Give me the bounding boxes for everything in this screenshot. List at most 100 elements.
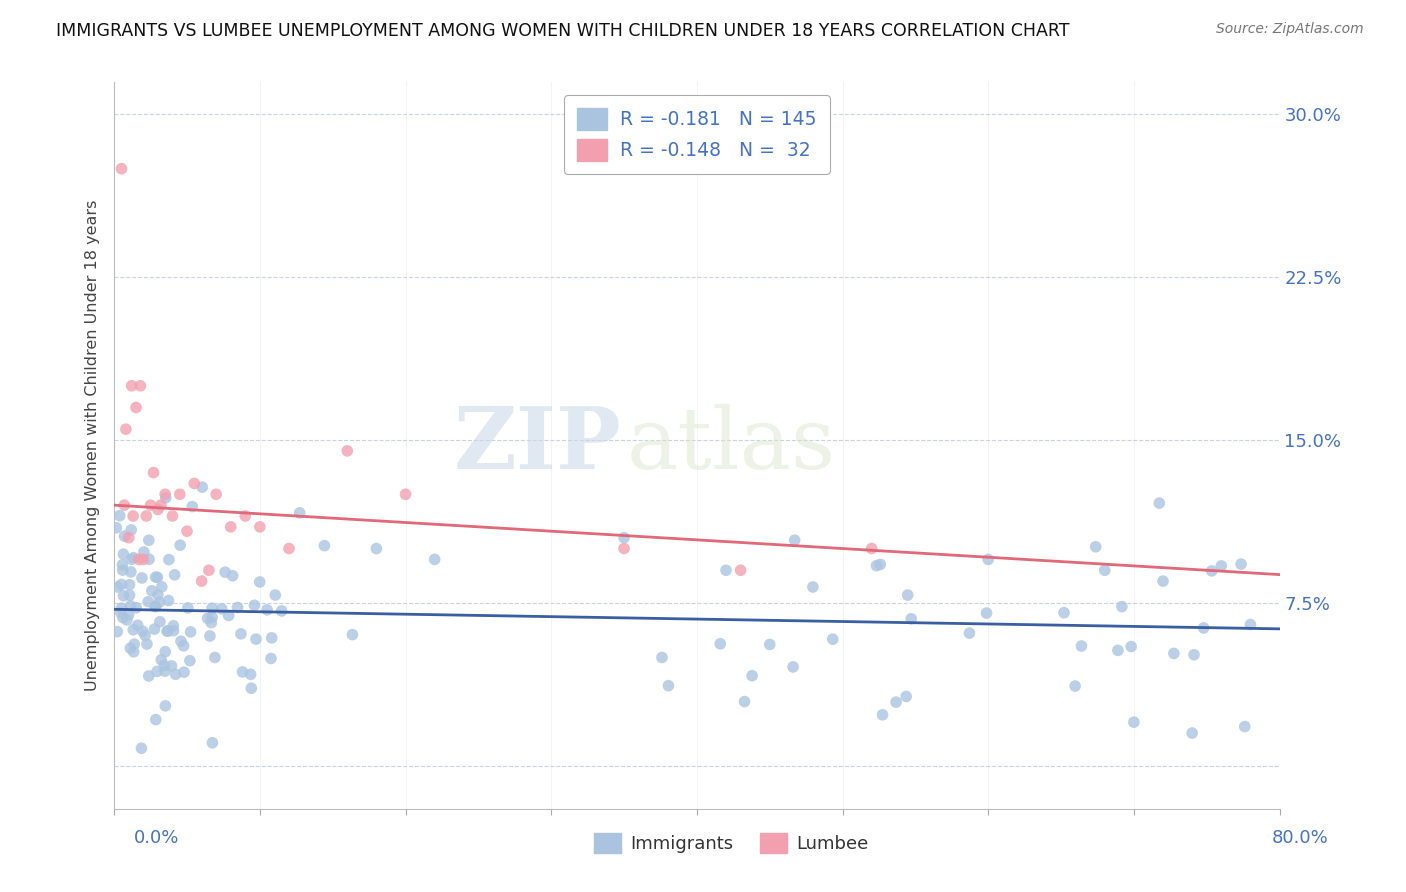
Point: [730, 563, 752, 577]
Point: [288, 506, 311, 520]
Point: [239, 667, 262, 681]
Point: [108, 508, 131, 523]
Point: [336, 443, 359, 458]
Text: ZIP: ZIP: [453, 403, 621, 487]
Point: [1121, 640, 1143, 654]
Point: [314, 539, 336, 553]
Point: [120, 641, 142, 656]
Text: Source: ZipAtlas.com: Source: ZipAtlas.com: [1216, 22, 1364, 37]
Point: [1230, 557, 1253, 571]
Point: [240, 681, 263, 696]
Point: [1053, 606, 1076, 620]
Point: [977, 552, 1000, 566]
Point: [1094, 563, 1116, 577]
Point: [138, 669, 160, 683]
Point: [256, 603, 278, 617]
Point: [183, 476, 205, 491]
Text: 0.0%: 0.0%: [134, 829, 179, 847]
Point: [201, 736, 224, 750]
Point: [107, 580, 129, 594]
Point: [1201, 564, 1223, 578]
Point: [900, 612, 922, 626]
Point: [110, 606, 132, 620]
Point: [120, 552, 142, 566]
Point: [342, 627, 364, 641]
Point: [110, 601, 132, 615]
Point: [127, 618, 149, 632]
Point: [153, 658, 176, 673]
Point: [180, 624, 202, 639]
Point: [165, 667, 187, 681]
Point: [129, 378, 152, 392]
Point: [1211, 558, 1233, 573]
Point: [138, 552, 160, 566]
Point: [714, 563, 737, 577]
Point: [115, 613, 138, 627]
Point: [150, 653, 173, 667]
Point: [155, 645, 177, 659]
Point: [111, 563, 134, 577]
Point: [270, 604, 292, 618]
Point: [142, 466, 165, 480]
Point: [112, 610, 135, 624]
Point: [651, 650, 673, 665]
Point: [155, 491, 177, 505]
Point: [366, 541, 388, 556]
Point: [200, 615, 222, 630]
Point: [1239, 617, 1261, 632]
Point: [1064, 679, 1087, 693]
Point: [1181, 726, 1204, 740]
Point: [138, 533, 160, 548]
Point: [783, 533, 806, 548]
Point: [613, 531, 636, 545]
Point: [394, 487, 416, 501]
Point: [211, 602, 233, 616]
Point: [131, 571, 153, 585]
Point: [896, 690, 918, 704]
Point: [243, 599, 266, 613]
Point: [134, 628, 156, 642]
Point: [114, 529, 136, 543]
Point: [897, 588, 920, 602]
Point: [179, 654, 201, 668]
Point: [157, 552, 180, 566]
Point: [865, 558, 887, 573]
Point: [657, 679, 679, 693]
Point: [132, 624, 155, 639]
Point: [163, 567, 186, 582]
Point: [146, 570, 169, 584]
Point: [976, 606, 998, 620]
Point: [1111, 599, 1133, 614]
Point: [734, 695, 756, 709]
Point: [132, 552, 155, 566]
Point: [231, 665, 253, 679]
Point: [146, 665, 169, 679]
Point: [156, 624, 179, 639]
Point: [118, 578, 141, 592]
Point: [122, 550, 145, 565]
Point: [162, 619, 184, 633]
Point: [120, 599, 142, 613]
Point: [1070, 639, 1092, 653]
Point: [148, 595, 170, 609]
Point: [177, 601, 200, 615]
Point: [782, 660, 804, 674]
Point: [111, 558, 134, 572]
Point: [249, 574, 271, 589]
Point: [205, 487, 228, 501]
Point: [145, 599, 167, 614]
Point: [162, 624, 184, 638]
Point: [115, 422, 138, 436]
Point: [201, 610, 224, 624]
Point: [136, 595, 159, 609]
Point: [160, 658, 183, 673]
Point: [125, 401, 148, 415]
Point: [1192, 621, 1215, 635]
Point: [132, 545, 155, 559]
Point: [150, 580, 173, 594]
Point: [884, 695, 907, 709]
Point: [141, 583, 163, 598]
Text: atlas: atlas: [627, 404, 837, 487]
Point: [155, 698, 177, 713]
Point: [821, 632, 844, 647]
